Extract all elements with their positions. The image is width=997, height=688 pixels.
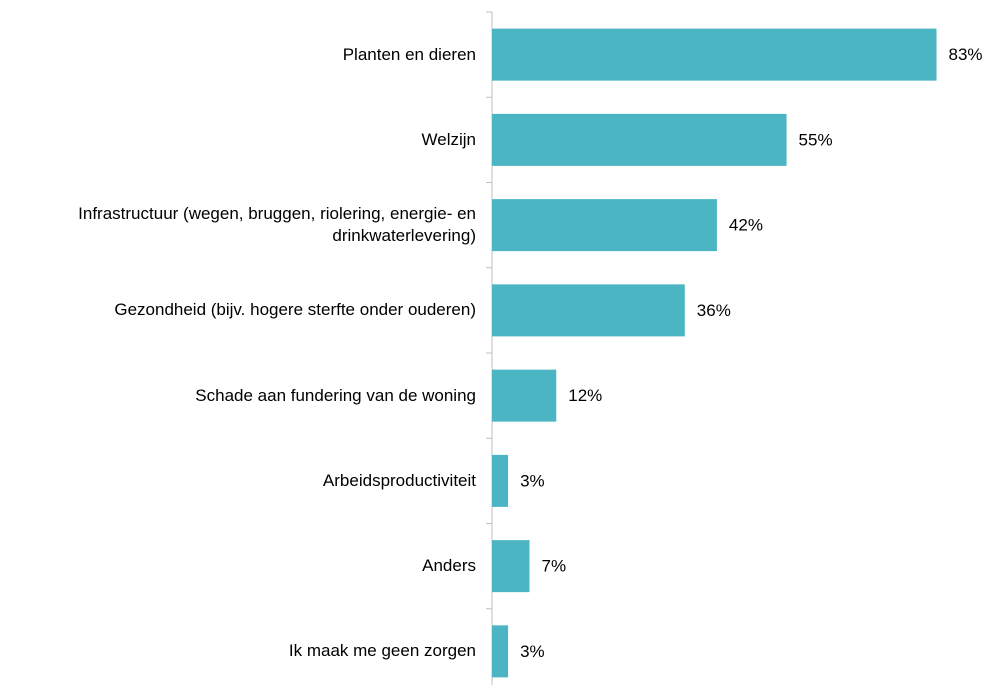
data-label: 12% xyxy=(568,386,602,405)
bar xyxy=(492,113,787,166)
bar xyxy=(492,454,509,507)
bar xyxy=(492,625,509,678)
bar xyxy=(492,369,557,422)
bar xyxy=(492,540,530,593)
category-label: Infrastructuur (wegen, bruggen, riolerin… xyxy=(78,204,476,246)
bar xyxy=(492,199,717,252)
data-label: 3% xyxy=(520,642,545,661)
data-label: 83% xyxy=(949,45,983,64)
category-label: Arbeidsproductiviteit xyxy=(322,470,476,490)
data-label: 36% xyxy=(697,301,731,320)
category-label: Schade aan fundering van de woning xyxy=(195,385,476,405)
bar xyxy=(492,284,685,337)
bar xyxy=(492,28,937,81)
data-label: 7% xyxy=(541,557,566,576)
category-label: Ik maak me geen zorgen xyxy=(288,641,476,661)
category-label: Planten en dieren xyxy=(342,44,476,64)
category-label: Gezondheid (bijv. hogere sterfte onder o… xyxy=(114,300,476,320)
category-label: Welzijn xyxy=(421,129,476,149)
data-label: 42% xyxy=(729,216,763,235)
data-label: 3% xyxy=(520,471,545,490)
data-label: 55% xyxy=(799,130,833,149)
category-label: Anders xyxy=(422,556,476,576)
